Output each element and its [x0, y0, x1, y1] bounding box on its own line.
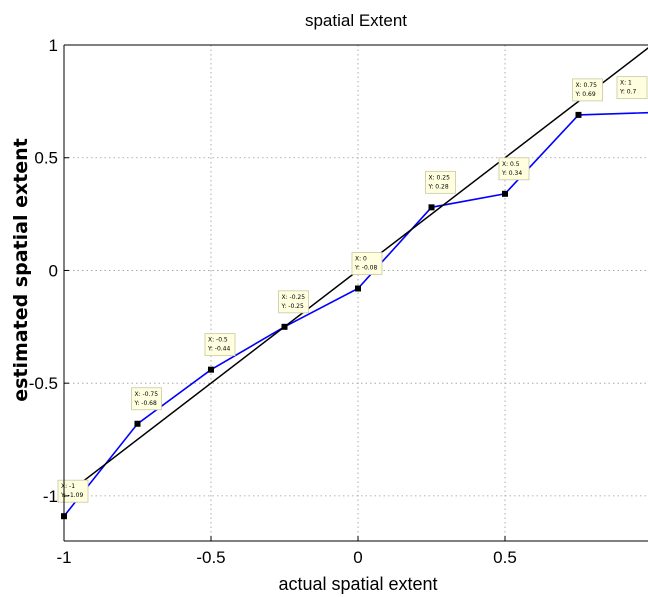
- datatip-x-label: X: -0.75: [135, 391, 159, 398]
- datatip-box: [616, 76, 648, 100]
- data-point: [134, 420, 141, 427]
- datatip-y-label: Y: -1.09: [60, 492, 84, 499]
- datatip-x-label: X: 0: [355, 255, 367, 262]
- datatip-box: [498, 157, 530, 181]
- y-tick-label: 0: [49, 261, 58, 280]
- datatip-x-label: X: 1: [620, 80, 632, 87]
- datatip-x-label: X: -0.5: [208, 337, 228, 344]
- datatip-x-label: X: -1: [61, 483, 75, 490]
- x-axis-label: actual spatial extent: [278, 574, 437, 594]
- datatip-y-label: Y: 0.28: [428, 183, 449, 190]
- datatip-y-label: Y: -0.44: [207, 346, 231, 353]
- datatip-x-label: X: -0.25: [282, 294, 306, 301]
- datatip-x-label: X: 0.5: [502, 161, 520, 168]
- datatip-box: [57, 479, 89, 503]
- datatip-y-label: Y: 0.34: [501, 170, 522, 177]
- datatip-box: [131, 387, 162, 411]
- chart-title: spatial Extent: [305, 11, 407, 30]
- x-tick-label: -1: [56, 548, 71, 567]
- y-tick-label: -1: [43, 487, 58, 506]
- datatip-x-label: X: 0.25: [429, 174, 451, 181]
- y-tick-label: 1: [49, 36, 58, 55]
- datatip-y-label: Y: -0.08: [354, 264, 378, 271]
- datatip-y-label: Y: 0.69: [575, 91, 596, 98]
- y-axis-label: estimated spatial extent: [10, 138, 32, 402]
- data-point: [575, 111, 582, 118]
- datatip-y-label: Y: -0.25: [281, 303, 305, 310]
- x-tick-label: -0.5: [196, 548, 225, 567]
- y-tick-label: 0.5: [34, 149, 58, 168]
- plot-area: [64, 45, 648, 541]
- data-point: [428, 204, 435, 211]
- data-point: [355, 285, 361, 292]
- data-point: [502, 190, 508, 197]
- ticks: -1-0.500.51-1-0.500.51: [29, 36, 648, 567]
- data-point: [208, 366, 214, 373]
- datatip-box: [204, 333, 236, 357]
- datatip-y-label: Y: -0.68: [134, 400, 158, 407]
- y-tick-label: -0.5: [29, 374, 58, 393]
- datatip-box: [351, 252, 383, 275]
- x-tick-label: 0.5: [493, 548, 517, 567]
- x-tick-label: 0: [353, 548, 362, 567]
- datatip-x-label: X: 0.75: [576, 82, 598, 89]
- datatip-box: [278, 290, 309, 314]
- datatip-y-label: Y: 0.7: [619, 89, 637, 96]
- datatip-box: [572, 78, 603, 102]
- grid: [64, 45, 648, 541]
- datatip-box: [425, 170, 456, 194]
- data-point: [281, 323, 288, 330]
- datatips: X: -1 Y: -1.09 X: -0.75 Y: -0.68 X: -0.5 Y: -…: [57, 76, 648, 503]
